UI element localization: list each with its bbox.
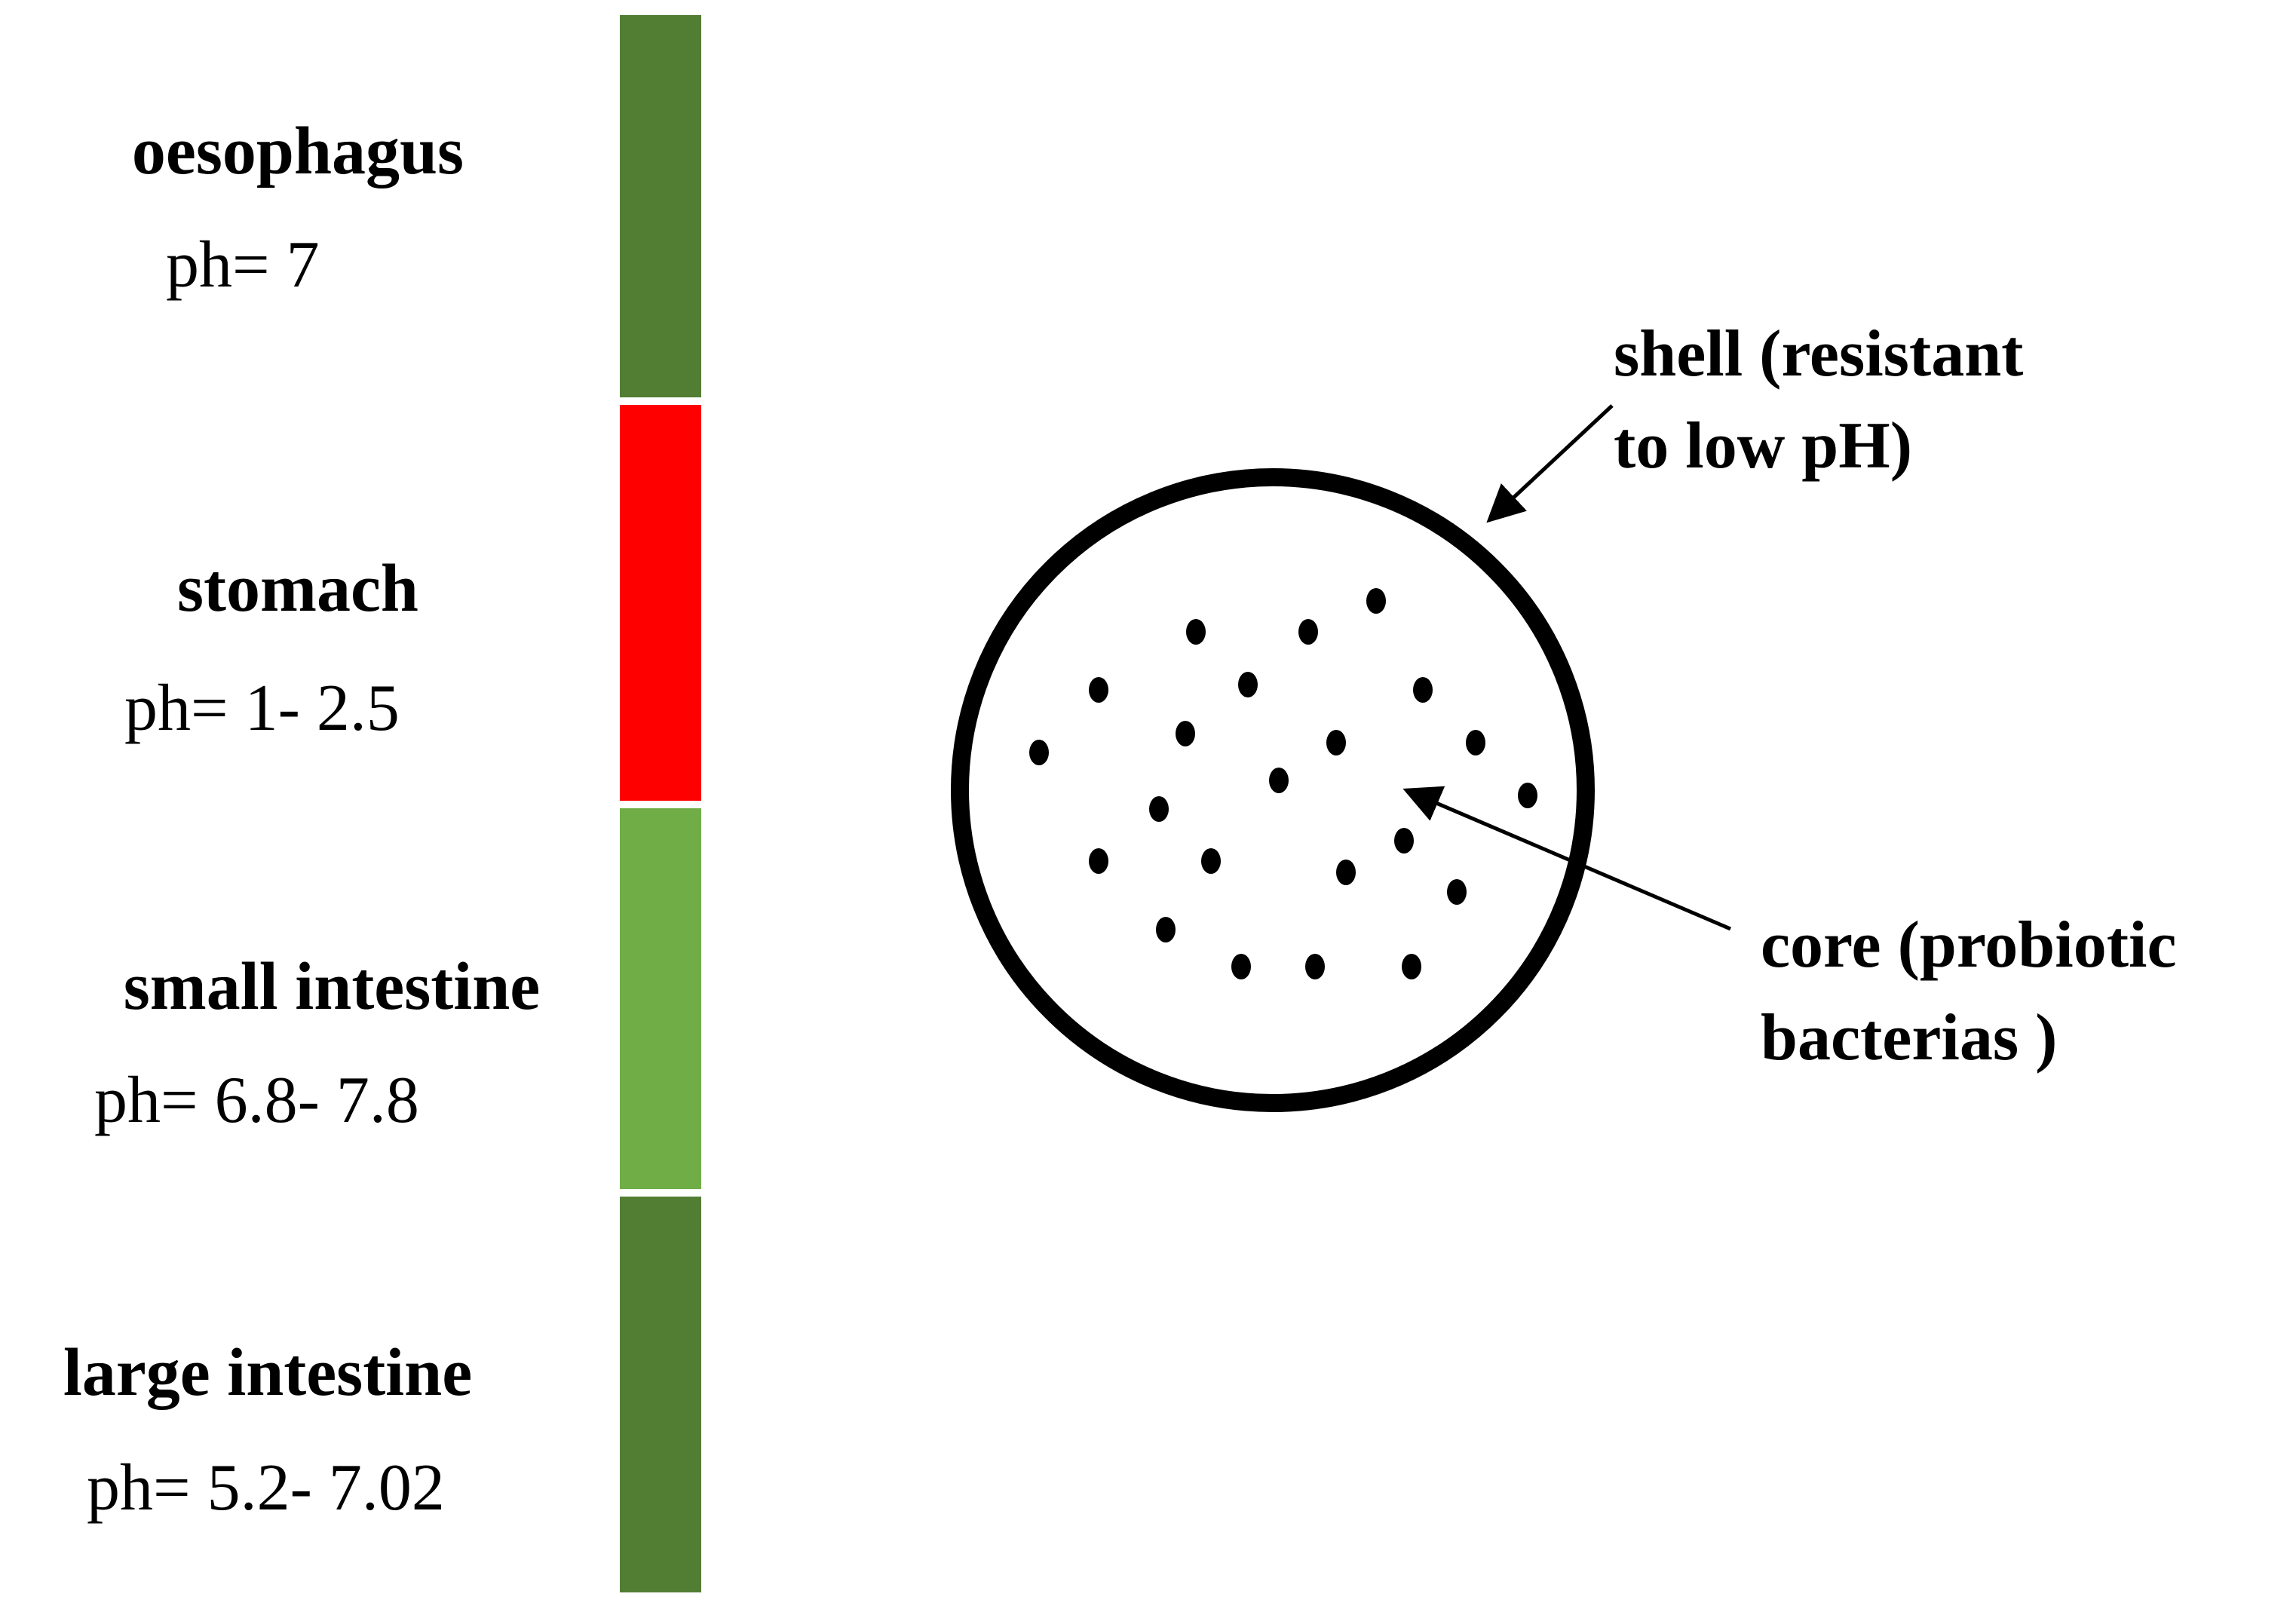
capsule-shell xyxy=(951,468,1595,1112)
bacteria-dot xyxy=(1176,721,1195,746)
probiotic-bacteria-dots xyxy=(1029,588,1537,979)
core-arrow xyxy=(1402,786,1731,931)
bar-segment-small-intestine xyxy=(620,808,701,1189)
bacteria-dot xyxy=(1089,677,1108,703)
shell-label-line-1: shell (resistant xyxy=(1614,317,2023,391)
stomach-ph: ph= 1- 2.5 xyxy=(124,672,400,745)
core-label-line-1: core (probiotic xyxy=(1761,909,2177,982)
bacteria-dot xyxy=(1156,917,1176,942)
oesophagus-label: oesophagus xyxy=(132,114,464,188)
small-intestine-ph: ph= 6.8- 7.8 xyxy=(94,1064,419,1137)
bacteria-dot xyxy=(1518,783,1537,808)
bacteria-dot xyxy=(1149,796,1169,822)
shell-label-line-2: to low pH) xyxy=(1614,409,1912,483)
bar-segment-oesophagus xyxy=(620,15,701,397)
bacteria-dot xyxy=(1336,860,1356,885)
bacteria-dot xyxy=(1305,954,1325,979)
bacteria-dot xyxy=(1366,588,1386,614)
bacteria-dot xyxy=(1394,828,1414,854)
stomach-label: stomach xyxy=(177,551,418,626)
shell-arrow xyxy=(1486,404,1614,523)
bacteria-dot xyxy=(1413,677,1433,703)
ph-color-bar xyxy=(620,15,701,1592)
bar-segment-large-intestine xyxy=(620,1197,701,1592)
bacteria-dot xyxy=(1298,619,1318,645)
bar-segment-stomach xyxy=(620,405,701,801)
bacteria-dot xyxy=(1231,954,1251,979)
bacteria-dot xyxy=(1269,768,1289,793)
bacteria-dot xyxy=(1089,848,1108,874)
bacteria-dot xyxy=(1326,730,1346,755)
bacteria-dot xyxy=(1186,619,1206,645)
bacteria-dot xyxy=(1466,730,1485,755)
oesophagus-ph: ph= 7 xyxy=(166,228,320,302)
bacteria-dot xyxy=(1447,879,1467,905)
large-intestine-ph: ph= 5.2- 7.02 xyxy=(87,1451,445,1525)
bacteria-dot xyxy=(1238,672,1258,697)
core-label-line-2: bacterias ) xyxy=(1761,1001,2057,1074)
small-intestine-label: small intestine xyxy=(124,949,540,1024)
bacteria-dot xyxy=(1402,954,1421,979)
bacteria-dot xyxy=(1201,848,1221,874)
large-intestine-label: large intestine xyxy=(63,1335,472,1410)
bacteria-dot xyxy=(1029,740,1049,765)
